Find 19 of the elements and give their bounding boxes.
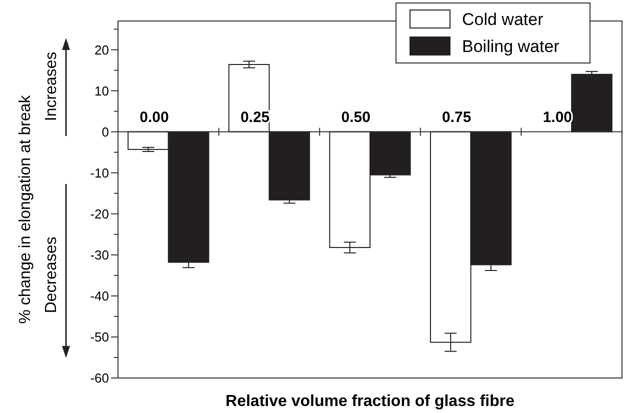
text: Decreases [43, 236, 60, 314]
y-tick-label: 10 [94, 83, 109, 98]
y-axis-title: % change in elongation at break [17, 94, 34, 324]
x-tick-label: 0.75 [442, 108, 472, 126]
y-tick-label: 0 [102, 124, 109, 140]
y-tick-label: -60 [90, 370, 109, 386]
y-tick-label: -50 [90, 330, 109, 345]
y-tick-label: -20 [90, 206, 109, 222]
legend-label: Boiling water [462, 36, 560, 56]
y-tick-label: 20 [94, 42, 109, 58]
bar [571, 74, 612, 132]
x-tick-label: 0.50 [341, 108, 370, 126]
x-axis-title: Relative volume fraction of glass fibre [226, 393, 515, 410]
y-tick-label: -30 [90, 247, 109, 262]
y-tick-label: -10 [90, 165, 109, 180]
legend-label: Cold water [462, 10, 544, 29]
y-tick-label: -40 [90, 288, 109, 304]
text: Increases [43, 52, 60, 122]
x-tick-label: 0.00 [140, 108, 169, 126]
